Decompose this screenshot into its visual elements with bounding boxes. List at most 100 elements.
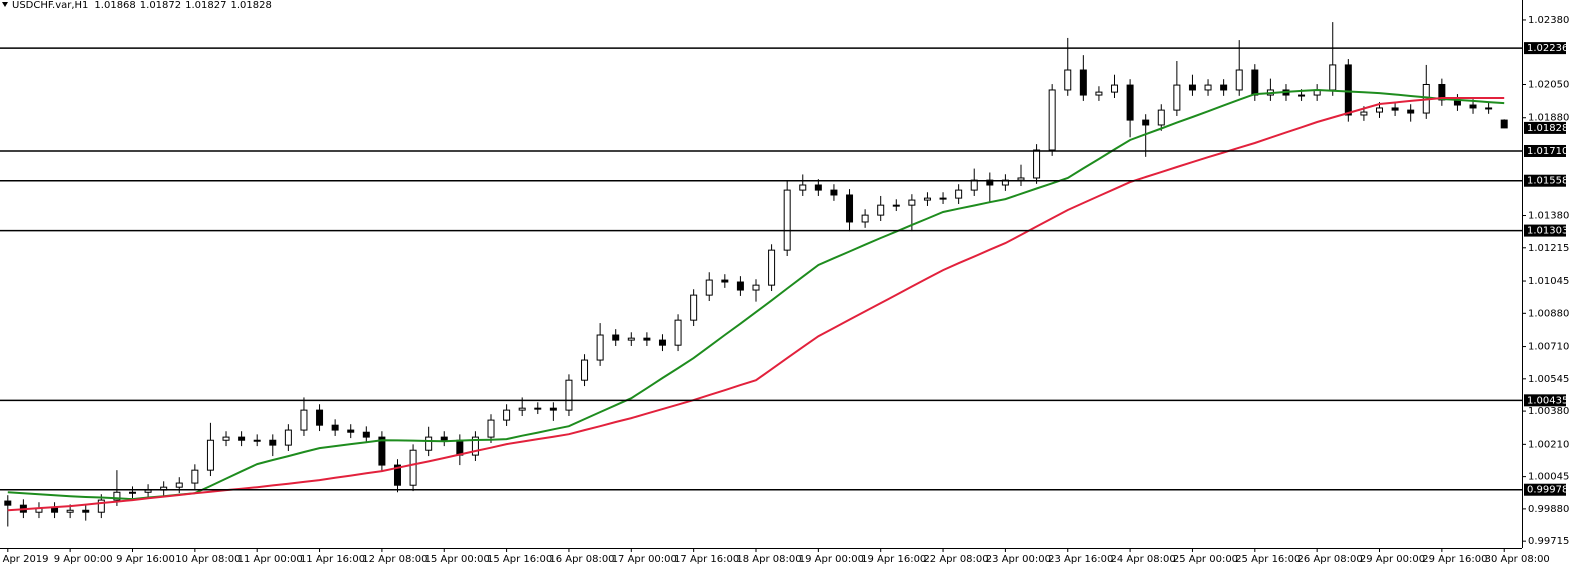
candle-body (1017, 177, 1025, 181)
candle-body (1157, 109, 1165, 126)
candle-body (783, 189, 791, 251)
x-tick-label: 24 Apr 08:00 (1111, 554, 1176, 565)
y-tick-label: 1.02380 (1528, 15, 1569, 26)
candle-body (846, 194, 854, 223)
x-tick-label: 19 Apr 00:00 (799, 554, 864, 565)
level-tag-label: 1.01558 (1527, 176, 1568, 187)
y-tick-label: 1.00210 (1528, 439, 1569, 450)
candle-body (1079, 69, 1087, 96)
candle-body (300, 409, 308, 431)
candle-body (1126, 84, 1134, 121)
candle-body (830, 189, 838, 196)
candle-body (799, 184, 807, 191)
level-tag (1524, 42, 1566, 55)
candle-body (923, 197, 931, 201)
y-tick-label: 1.01215 (1528, 243, 1569, 254)
candle-body (627, 337, 635, 341)
x-tick-label: 12 Apr 08:00 (362, 554, 427, 565)
candle-body (1391, 107, 1399, 111)
candle-body (705, 279, 713, 296)
level-tag-label: 1.02236 (1527, 43, 1568, 54)
y-tick-label: 1.00380 (1528, 406, 1569, 417)
candle-body (1048, 89, 1056, 151)
x-tick-label: 25 Apr 00:00 (1173, 554, 1238, 565)
candle-body (565, 379, 573, 411)
y-tick-label: 0.99880 (1528, 504, 1569, 515)
candle-body (128, 491, 136, 494)
candle-body (1111, 84, 1119, 93)
candle-body (393, 464, 401, 486)
candle-body (113, 491, 121, 501)
candle-body (534, 407, 542, 410)
candle-body (892, 204, 900, 207)
candle-body (51, 507, 59, 513)
candle-body (612, 334, 620, 341)
candle-body (1033, 149, 1041, 179)
candle-body (1469, 104, 1477, 109)
candle-body (378, 436, 386, 466)
candle-body (658, 339, 666, 346)
candle-body (347, 429, 355, 433)
candle-body (269, 439, 277, 446)
x-tick-label: 16 Apr 08:00 (549, 554, 614, 565)
level-tag (1524, 174, 1566, 187)
candle-body (1298, 94, 1306, 97)
x-tick-label: 23 Apr 00:00 (986, 554, 1051, 565)
x-tick-label: 8 Apr 2019 (0, 554, 49, 565)
candle-body (191, 469, 199, 484)
candle-body (97, 499, 105, 513)
chart-header: USDCHF.var,H1 1.01868 1.01872 1.01827 1.0182… (12, 0, 272, 11)
candle-body (4, 500, 12, 506)
header-high: 1.01872 (140, 0, 181, 11)
y-tick-label: 1.02050 (1528, 79, 1569, 90)
candle-body (503, 409, 511, 421)
candle-body (284, 429, 292, 446)
candle-body (425, 436, 433, 451)
level-tag-label: 1.01710 (1527, 146, 1568, 157)
candle-body (175, 482, 183, 488)
candle-body (471, 436, 479, 456)
y-tick-label: 1.00880 (1528, 308, 1569, 319)
y-tick-label: 1.01380 (1528, 211, 1569, 222)
candle-body (316, 409, 324, 426)
candle-body (456, 439, 464, 456)
x-tick-label: 22 Apr 08:00 (923, 554, 988, 565)
price-tag (1524, 121, 1566, 134)
y-tick-label: 1.00545 (1528, 374, 1569, 385)
x-tick-label: 11 Apr 00:00 (238, 554, 303, 565)
candle-body (1407, 109, 1415, 114)
candle-body (331, 424, 339, 431)
level-tag-label: 1.00435 (1527, 395, 1568, 406)
candle-body (690, 294, 698, 321)
x-tick-label: 15 Apr 16:00 (487, 554, 552, 565)
y-tick-label: 0.99715 (1528, 536, 1569, 547)
candle-body (877, 204, 885, 216)
candle-body (1095, 91, 1103, 96)
header-open: 1.01868 (94, 0, 135, 11)
x-tick-label: 19 Apr 16:00 (861, 554, 926, 565)
candle-body (440, 436, 448, 441)
y-tick-label: 1.00045 (1528, 472, 1569, 483)
x-tick-label: 23 Apr 16:00 (1048, 554, 1113, 565)
menu-arrow[interactable] (2, 2, 8, 7)
candle-body (253, 439, 261, 442)
candle-body (1360, 111, 1368, 116)
candle-body (1142, 119, 1150, 126)
candle-body (1251, 69, 1259, 96)
candle-body (549, 407, 557, 411)
x-tick-label: 18 Apr 08:00 (736, 554, 801, 565)
candle-body (1344, 64, 1352, 116)
x-tick-label: 26 Apr 08:00 (1298, 554, 1363, 565)
candle-body (721, 279, 729, 283)
level-tag (1524, 394, 1566, 407)
candle-body (82, 509, 90, 513)
candle-body (409, 449, 417, 486)
candle-body (908, 199, 916, 206)
moving-average (7, 97, 1505, 512)
level-tag-label: 0.99978 (1527, 485, 1568, 496)
candle-body (581, 359, 589, 381)
candle-body (1329, 64, 1337, 91)
x-tick-label: 30 Apr 08:00 (1485, 554, 1550, 565)
candle-body (518, 407, 526, 411)
price-tag-label: 1.01828 (1527, 123, 1568, 134)
